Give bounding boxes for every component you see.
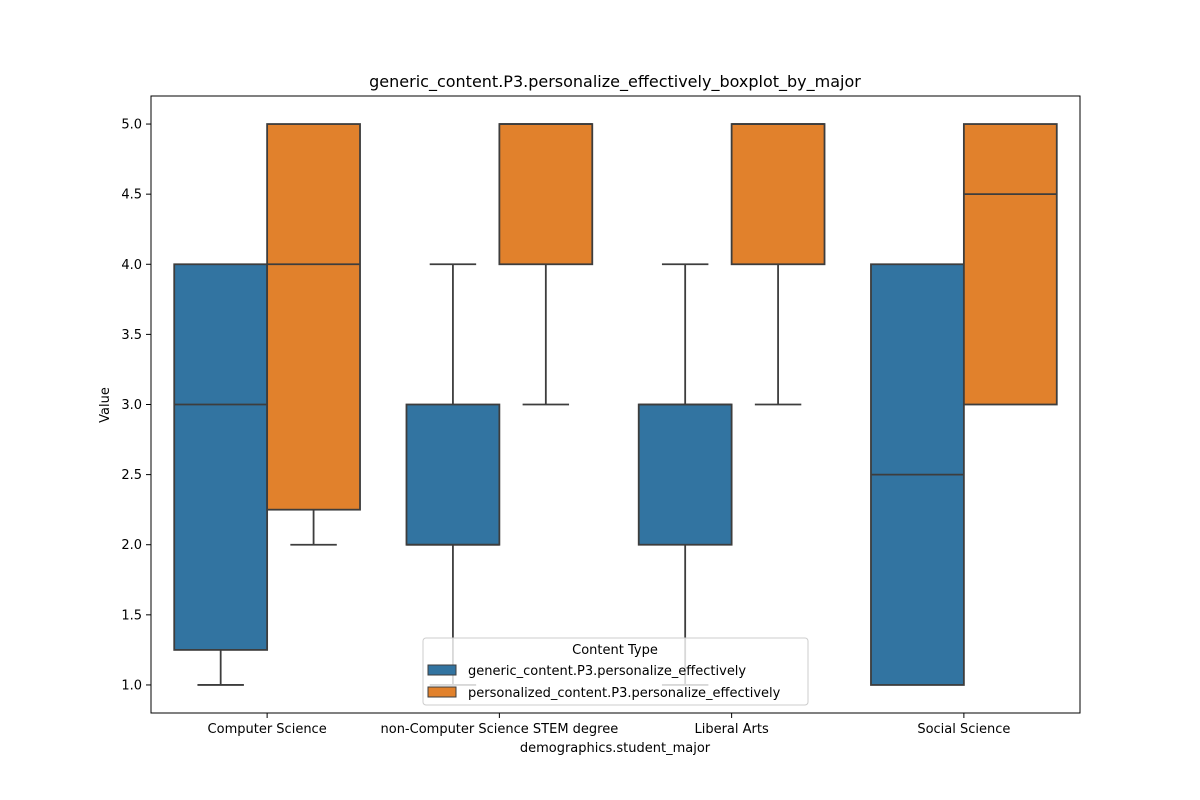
x-tick-label: Social Science bbox=[917, 722, 1010, 737]
x-axis-label: demographics.student_major bbox=[520, 741, 711, 756]
legend-swatch-personalized bbox=[427, 686, 457, 698]
y-tick-label: 1.0 bbox=[121, 678, 142, 693]
x-axis-ticks: Computer Science non-Computer Science STE… bbox=[208, 713, 1010, 737]
y-tick-label: 4.0 bbox=[121, 258, 142, 273]
y-tick-label: 3.5 bbox=[121, 328, 142, 343]
y-tick-label: 1.5 bbox=[121, 608, 142, 623]
y-axis-label: Value bbox=[98, 387, 113, 423]
box-generic bbox=[173, 263, 269, 651]
x-tick-label: Liberal Arts bbox=[694, 722, 768, 737]
box-personalized bbox=[962, 123, 1058, 406]
legend: Content Type generic_content.P3.personal… bbox=[422, 637, 809, 706]
y-tick-label: 5.0 bbox=[121, 118, 142, 133]
box-personalized bbox=[498, 123, 594, 266]
x-tick-label: non-Computer Science STEM degree bbox=[381, 722, 619, 737]
box-personalized bbox=[730, 123, 826, 266]
legend-label-personalized: personalized_content.P3.personalize_effe… bbox=[468, 686, 781, 701]
box-generic bbox=[637, 403, 733, 546]
legend-frame bbox=[422, 637, 809, 706]
box-personalized bbox=[266, 123, 361, 511]
y-tick-label: 3.0 bbox=[121, 398, 142, 413]
y-tick-label: 2.0 bbox=[121, 538, 142, 553]
chart-title: generic_content.P3.personalize_effective… bbox=[369, 72, 861, 92]
x-tick-label: Computer Science bbox=[208, 722, 327, 737]
y-tick-label: 4.5 bbox=[121, 188, 142, 203]
y-tick-label: 2.5 bbox=[121, 468, 142, 483]
plot-area bbox=[173, 123, 1058, 686]
legend-label-generic: generic_content.P3.personalize_effective… bbox=[468, 664, 746, 679]
legend-title: Content Type bbox=[572, 643, 658, 658]
legend-swatch-generic bbox=[427, 664, 457, 676]
y-axis-ticks: 1.0 1.5 2.0 2.5 3.0 3.5 4.0 4.5 5.0 bbox=[121, 118, 151, 693]
box-generic bbox=[405, 403, 501, 546]
